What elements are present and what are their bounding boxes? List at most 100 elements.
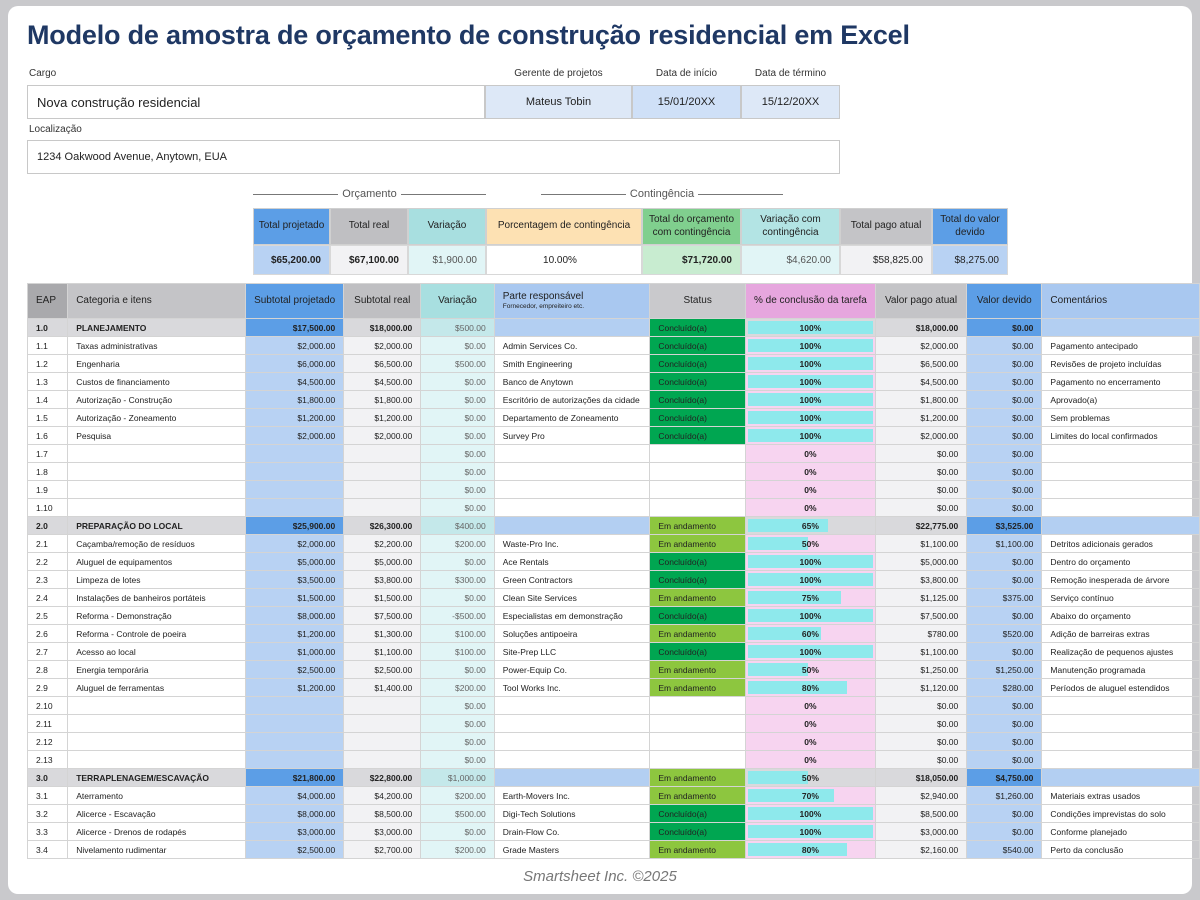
actual-cell[interactable]: $2,000.00 [343,426,422,445]
projected-cell[interactable]: $2,500.00 [245,660,345,679]
paid-cell[interactable]: $6,500.00 [874,354,968,373]
progress-cell[interactable]: 100% [744,804,876,823]
responsible-cell[interactable]: Green Contractors [493,570,651,589]
actual-cell[interactable] [343,480,422,499]
status-cell[interactable]: Concluído(a) [649,426,746,445]
responsible-cell[interactable]: Departamento de Zoneamento [493,408,651,427]
due-cell[interactable]: $0.00 [966,372,1043,391]
category-cell[interactable]: Custos de financiamento [67,372,247,391]
wbs-cell[interactable]: 3.4 [26,840,69,859]
paid-cell[interactable]: $1,800.00 [874,390,968,409]
category-cell[interactable]: TERRAPLENAGEM/ESCAVAÇÃO [67,768,247,787]
status-cell[interactable]: Concluído(a) [649,552,746,571]
comments-cell[interactable]: Revisões de projeto incluídas [1041,354,1200,373]
wbs-cell[interactable]: 1.3 [26,372,69,391]
comments-cell[interactable]: Limites do local confirmados [1041,426,1200,445]
actual-cell[interactable] [343,750,422,769]
paid-cell[interactable]: $1,125.00 [874,588,968,607]
variance-cell[interactable]: $500.00 [420,318,495,337]
projected-cell[interactable]: $8,000.00 [245,804,345,823]
actual-cell[interactable]: $8,500.00 [343,804,422,823]
responsible-cell[interactable]: Clean Site Services [493,588,651,607]
category-cell[interactable]: Reforma - Demonstração [67,606,247,625]
projected-cell[interactable]: $2,500.00 [245,840,345,859]
responsible-cell[interactable]: Drain-Flow Co. [493,822,651,841]
status-cell[interactable]: Em andamento [649,588,746,607]
progress-cell[interactable]: 0% [744,462,876,481]
progress-cell[interactable]: 100% [744,354,876,373]
projected-cell[interactable]: $1,000.00 [245,642,345,661]
actual-cell[interactable]: $2,500.00 [343,660,422,679]
comments-cell[interactable] [1041,768,1200,787]
projected-cell[interactable]: $6,000.00 [245,354,345,373]
category-cell[interactable]: Pesquisa [67,426,247,445]
column-header[interactable]: Variação [420,283,495,319]
category-cell[interactable]: Nivelamento rudimentar [67,840,247,859]
column-header[interactable]: Valor devido [966,283,1043,319]
projected-cell[interactable] [245,498,345,517]
actual-cell[interactable]: $4,500.00 [343,372,422,391]
comments-cell[interactable] [1041,480,1200,499]
status-cell[interactable]: Concluído(a) [649,606,746,625]
variance-cell[interactable]: $0.00 [420,372,495,391]
paid-cell[interactable]: $1,100.00 [874,534,968,553]
progress-cell[interactable]: 0% [744,732,876,751]
progress-cell[interactable]: 100% [744,372,876,391]
column-header[interactable]: Comentários [1041,283,1200,319]
status-cell[interactable]: Concluído(a) [649,408,746,427]
paid-cell[interactable]: $0.00 [874,444,968,463]
paid-cell[interactable]: $3,800.00 [874,570,968,589]
paid-cell[interactable]: $1,250.00 [874,660,968,679]
due-cell[interactable]: $520.00 [966,624,1043,643]
actual-cell[interactable]: $26,300.00 [343,516,422,535]
progress-cell[interactable]: 0% [744,696,876,715]
progress-cell[interactable]: 100% [744,642,876,661]
projected-cell[interactable] [245,444,345,463]
responsible-cell[interactable] [493,696,651,715]
variance-cell[interactable]: $200.00 [420,840,495,859]
variance-cell[interactable]: $0.00 [420,732,495,751]
category-cell[interactable] [67,444,247,463]
paid-cell[interactable]: $0.00 [874,714,968,733]
comments-cell[interactable] [1041,750,1200,769]
status-cell[interactable]: Concluído(a) [649,804,746,823]
status-cell[interactable]: Em andamento [649,624,746,643]
variance-cell[interactable]: $500.00 [420,354,495,373]
status-cell[interactable]: Concluído(a) [649,372,746,391]
projected-cell[interactable]: $21,800.00 [245,768,345,787]
comments-cell[interactable]: Pagamento antecipado [1041,336,1200,355]
comments-cell[interactable] [1041,498,1200,517]
status-cell[interactable] [649,498,746,517]
category-cell[interactable]: Alicerce - Drenos de rodapés [67,822,247,841]
due-cell[interactable]: $1,250.00 [966,660,1043,679]
variance-cell[interactable]: $0.00 [420,462,495,481]
progress-cell[interactable]: 65% [744,516,876,535]
paid-cell[interactable]: $8,500.00 [874,804,968,823]
wbs-cell[interactable]: 1.2 [26,354,69,373]
due-cell[interactable]: $0.00 [966,570,1043,589]
paid-cell[interactable]: $22,775.00 [874,516,968,535]
category-cell[interactable]: Alicerce - Escavação [67,804,247,823]
projected-cell[interactable]: $1,800.00 [245,390,345,409]
due-cell[interactable]: $0.00 [966,390,1043,409]
actual-cell[interactable]: $2,200.00 [343,534,422,553]
due-cell[interactable]: $0.00 [966,642,1043,661]
status-cell[interactable]: Em andamento [649,678,746,697]
actual-cell[interactable]: $2,700.00 [343,840,422,859]
comments-cell[interactable]: Condições imprevistas do solo [1041,804,1200,823]
variance-cell[interactable]: $100.00 [420,642,495,661]
actual-cell[interactable]: $22,800.00 [343,768,422,787]
category-cell[interactable]: Aluguel de equipamentos [67,552,247,571]
responsible-cell[interactable]: Tool Works Inc. [493,678,651,697]
responsible-cell[interactable] [493,462,651,481]
progress-cell[interactable]: 100% [744,822,876,841]
projected-cell[interactable]: $3,000.00 [245,822,345,841]
wbs-cell[interactable]: 3.1 [26,786,69,805]
responsible-cell[interactable] [493,750,651,769]
comments-cell[interactable]: Sem problemas [1041,408,1200,427]
paid-cell[interactable]: $1,100.00 [874,642,968,661]
manager-field[interactable]: Mateus Tobin [485,85,632,119]
projected-cell[interactable]: $5,000.00 [245,552,345,571]
responsible-cell[interactable]: Digi-Tech Solutions [493,804,651,823]
paid-cell[interactable]: $780.00 [874,624,968,643]
